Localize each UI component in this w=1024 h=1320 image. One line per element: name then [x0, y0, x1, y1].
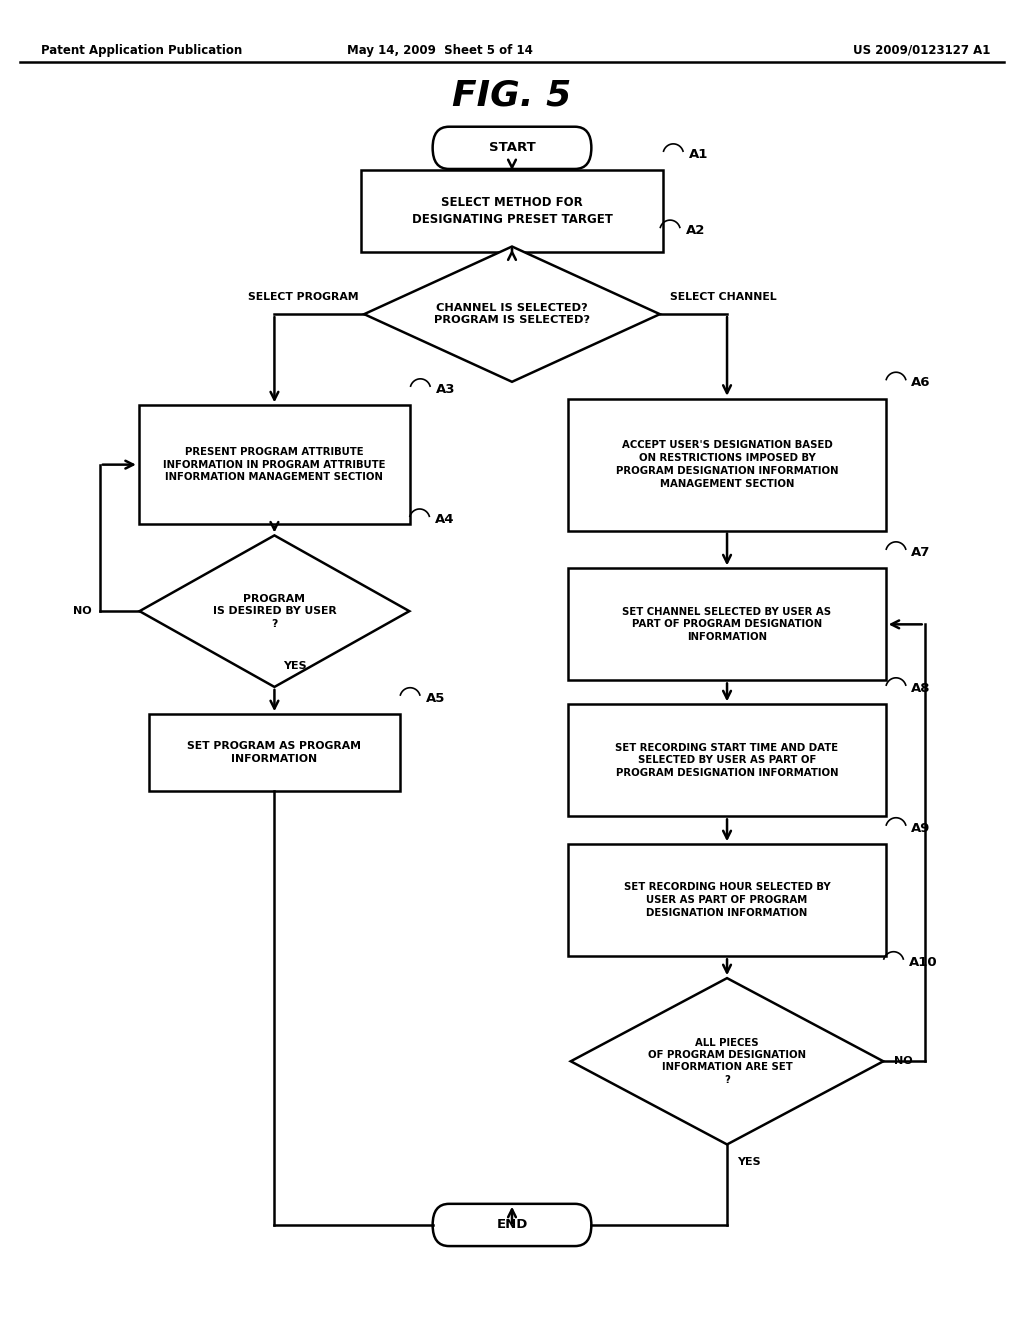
Text: ALL PIECES
OF PROGRAM DESIGNATION
INFORMATION ARE SET
?: ALL PIECES OF PROGRAM DESIGNATION INFORM… [648, 1038, 806, 1085]
Text: A9: A9 [911, 822, 931, 834]
Text: SET RECORDING HOUR SELECTED BY
USER AS PART OF PROGRAM
DESIGNATION INFORMATION: SET RECORDING HOUR SELECTED BY USER AS P… [624, 883, 830, 917]
Text: END: END [497, 1218, 527, 1232]
Text: SELECT METHOD FOR
DESIGNATING PRESET TARGET: SELECT METHOD FOR DESIGNATING PRESET TAR… [412, 197, 612, 226]
Text: START: START [488, 141, 536, 154]
Text: SET CHANNEL SELECTED BY USER AS
PART OF PROGRAM DESIGNATION
INFORMATION: SET CHANNEL SELECTED BY USER AS PART OF … [623, 607, 831, 642]
Text: A10: A10 [909, 956, 938, 969]
Text: A3: A3 [436, 383, 456, 396]
Text: SET PROGRAM AS PROGRAM
INFORMATION: SET PROGRAM AS PROGRAM INFORMATION [187, 741, 361, 764]
Text: A7: A7 [911, 546, 931, 558]
Text: SELECT PROGRAM: SELECT PROGRAM [249, 292, 359, 302]
Text: A5: A5 [426, 692, 444, 705]
FancyBboxPatch shape [361, 170, 664, 252]
Text: May 14, 2009  Sheet 5 of 14: May 14, 2009 Sheet 5 of 14 [347, 44, 534, 57]
FancyBboxPatch shape [432, 1204, 592, 1246]
FancyBboxPatch shape [568, 568, 886, 681]
Text: ACCEPT USER'S DESIGNATION BASED
ON RESTRICTIONS IMPOSED BY
PROGRAM DESIGNATION I: ACCEPT USER'S DESIGNATION BASED ON RESTR… [615, 441, 839, 488]
FancyBboxPatch shape [568, 845, 886, 956]
FancyBboxPatch shape [139, 405, 410, 524]
Text: CHANNEL IS SELECTED?
PROGRAM IS SELECTED?: CHANNEL IS SELECTED? PROGRAM IS SELECTED… [434, 304, 590, 325]
Polygon shape [570, 978, 884, 1144]
Text: SELECT CHANNEL: SELECT CHANNEL [670, 292, 777, 302]
Text: NO: NO [894, 1056, 912, 1067]
Text: US 2009/0123127 A1: US 2009/0123127 A1 [853, 44, 990, 57]
FancyBboxPatch shape [568, 704, 886, 816]
Polygon shape [365, 247, 659, 381]
FancyBboxPatch shape [568, 399, 886, 531]
Text: SET RECORDING START TIME AND DATE
SELECTED BY USER AS PART OF
PROGRAM DESIGNATIO: SET RECORDING START TIME AND DATE SELECT… [615, 743, 839, 777]
Text: A8: A8 [911, 682, 931, 694]
FancyBboxPatch shape [150, 714, 399, 791]
Text: YES: YES [283, 661, 306, 671]
FancyBboxPatch shape [432, 127, 592, 169]
Text: A4: A4 [435, 513, 455, 527]
Text: PRESENT PROGRAM ATTRIBUTE
INFORMATION IN PROGRAM ATTRIBUTE
INFORMATION MANAGEMEN: PRESENT PROGRAM ATTRIBUTE INFORMATION IN… [163, 447, 386, 482]
Polygon shape [139, 536, 410, 686]
Text: A6: A6 [911, 376, 931, 389]
Text: Patent Application Publication: Patent Application Publication [41, 44, 243, 57]
Text: A1: A1 [688, 148, 708, 161]
Text: A2: A2 [685, 224, 705, 238]
Text: NO: NO [73, 606, 91, 616]
Text: PROGRAM
IS DESIRED BY USER
?: PROGRAM IS DESIRED BY USER ? [213, 594, 336, 628]
Text: YES: YES [737, 1156, 761, 1167]
Text: FIG. 5: FIG. 5 [453, 78, 571, 112]
